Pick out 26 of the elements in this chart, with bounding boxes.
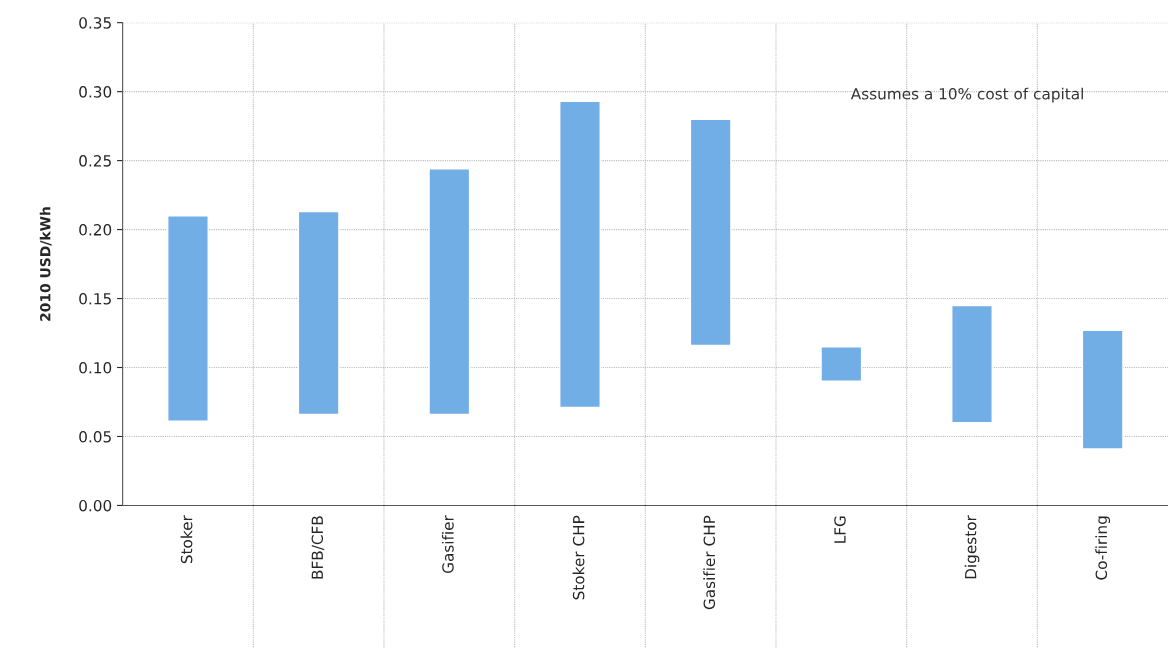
bar [1081, 329, 1124, 450]
x-tick-label: BFB/CFB [311, 516, 325, 579]
x-tick-label: Digestor [964, 515, 980, 579]
bar [689, 118, 732, 347]
x-tick-label: Stoker CHP [572, 515, 585, 600]
bar [951, 304, 993, 424]
y-tick-label: 0.00 [79, 499, 112, 512]
bar [820, 346, 863, 382]
x-tick-label: Gasifier CHP [703, 515, 716, 610]
x-tick-label: Gasifier [441, 515, 454, 574]
bar [428, 168, 471, 416]
bar [297, 210, 340, 416]
y-tick-label: 0.25 [79, 155, 111, 167]
y-tick-label: 0.10 [79, 361, 112, 374]
y-axis-title: 2010 USD/kWh [39, 207, 52, 321]
y-tick-label: 0.20 [79, 224, 112, 236]
x-tick-label: Stoker [180, 515, 193, 564]
annotation: Assumes a 10% cost of capital [850, 87, 1083, 103]
x-tick-label: Co-firing [1095, 516, 1111, 580]
y-tick-label: 0.05 [79, 430, 111, 443]
x-tick-label: LFG [834, 516, 846, 543]
y-tick-label: 0.35 [79, 17, 111, 29]
y-tick-label: 0.30 [79, 86, 112, 98]
bar [559, 100, 601, 409]
y-tick-label: 0.15 [79, 293, 111, 305]
bar [167, 215, 209, 422]
